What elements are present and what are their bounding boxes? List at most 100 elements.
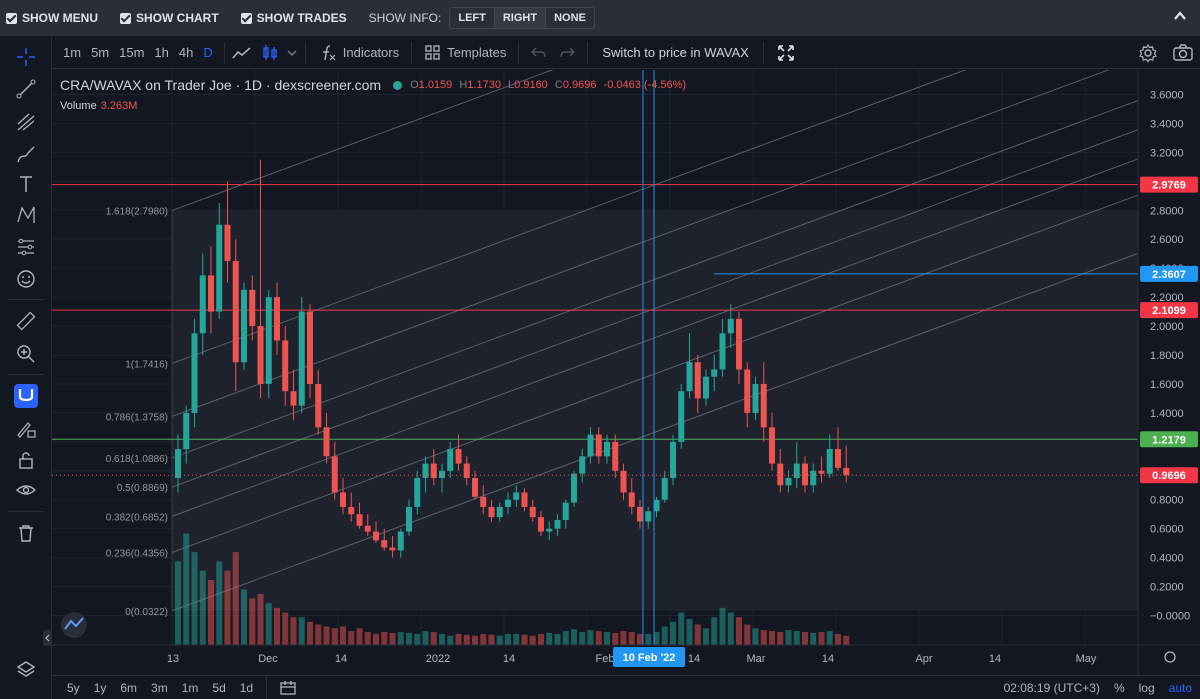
timeframe-1m[interactable]: 1m xyxy=(63,45,82,60)
info-right-button[interactable]: RIGHT xyxy=(494,8,547,28)
delete-drawings-tool[interactable] xyxy=(14,521,38,545)
chart-toolbar: 1m 5m 15m 1h 4h D Indicators Templates S… xyxy=(52,37,1200,69)
ruler-tool[interactable] xyxy=(14,309,38,333)
indicators-button[interactable]: Indicators xyxy=(312,43,405,63)
templates-button[interactable]: Templates xyxy=(418,44,512,62)
volume-bar xyxy=(628,632,635,645)
range-5y[interactable]: 5y xyxy=(67,680,80,695)
timeframe-15m[interactable]: 15m xyxy=(119,45,145,60)
auto-scale-button[interactable]: auto xyxy=(1168,681,1192,695)
fib-channel-line xyxy=(171,70,554,212)
fib-level-label: 0.618(1.0886) xyxy=(106,454,168,465)
candle-body xyxy=(315,383,322,428)
range-1d[interactable]: 1d xyxy=(239,680,254,695)
symbol-title[interactable]: CRA/WAVAX on Trader Joe · 1D · dexscreen… xyxy=(60,77,382,93)
toolbar-right xyxy=(1138,43,1194,63)
gear-icon[interactable] xyxy=(1138,43,1158,63)
show-trades-checkbox[interactable]: SHOW TRADES xyxy=(240,11,347,25)
volume-bar xyxy=(826,631,833,645)
candle-body xyxy=(653,499,660,512)
volume-bar xyxy=(818,632,825,645)
volume-bar xyxy=(340,626,346,645)
fullscreen-icon[interactable] xyxy=(776,43,796,63)
lock-all-tool[interactable] xyxy=(14,448,38,472)
object-tree-tool[interactable] xyxy=(14,658,38,682)
info-left-button[interactable]: LEFT xyxy=(450,8,495,28)
redo-icon[interactable] xyxy=(557,45,577,61)
time-tick-label: Mar xyxy=(747,653,766,665)
prediction-tool[interactable] xyxy=(14,235,38,259)
candle-body xyxy=(777,463,784,486)
ohlc-values: O1.0159 H1.1730 L0.9160 C0.9696 -0.0463 … xyxy=(410,79,687,91)
candle-body xyxy=(769,427,775,464)
timeframe-4h[interactable]: 4h xyxy=(178,45,194,60)
candle xyxy=(373,521,379,544)
candle-body xyxy=(521,492,528,507)
volume-bar xyxy=(290,617,297,645)
text-tool[interactable] xyxy=(14,172,38,196)
volume-bar xyxy=(381,632,388,645)
range-5d[interactable]: 5d xyxy=(212,680,226,695)
candle xyxy=(257,159,264,399)
range-3m[interactable]: 3m xyxy=(151,680,168,695)
candle xyxy=(670,434,676,486)
chevron-up-icon[interactable] xyxy=(1174,10,1186,22)
candle xyxy=(538,511,544,536)
timeframe-d[interactable]: D xyxy=(203,45,213,60)
candle xyxy=(455,434,462,471)
range-1y[interactable]: 1y xyxy=(93,680,107,695)
collapse-sidebar-button[interactable] xyxy=(43,630,52,646)
price-chart[interactable]: 1.618(2.7980) 1(1.7416) 0.786(1.3758) 0.618… xyxy=(52,70,1200,675)
candle-body xyxy=(587,434,594,457)
trend-line-tool[interactable] xyxy=(14,77,38,101)
timeframe-1h[interactable]: 1h xyxy=(154,45,169,60)
trend-line-icon xyxy=(16,79,36,99)
undo-icon[interactable] xyxy=(529,45,549,61)
volume-bar xyxy=(521,634,528,645)
candle xyxy=(199,253,206,355)
line-chart-icon[interactable] xyxy=(231,45,253,61)
emoji-tool[interactable] xyxy=(14,267,38,291)
brush-tool[interactable] xyxy=(14,143,38,167)
fib-retracement-zone xyxy=(172,210,1138,611)
time-axis-settings-icon[interactable] xyxy=(1164,651,1176,663)
pattern-tool[interactable] xyxy=(14,203,38,227)
magnet-tool[interactable] xyxy=(14,384,38,408)
candle xyxy=(224,181,231,283)
volume-bar xyxy=(769,631,775,645)
candles-icon[interactable] xyxy=(261,43,279,63)
candle-body xyxy=(694,362,701,399)
candle xyxy=(249,275,256,341)
candle xyxy=(389,535,396,558)
info-none-button[interactable]: NONE xyxy=(554,12,586,24)
time-tick-label: Feb xyxy=(596,653,615,665)
fib-level-label: 0.786(1.3758) xyxy=(106,412,168,423)
date-range-icon[interactable] xyxy=(279,680,297,696)
price-tick-label: 0.4000 xyxy=(1150,553,1184,565)
percent-scale-button[interactable]: % xyxy=(1113,681,1125,695)
zoom-tool[interactable] xyxy=(14,342,38,366)
camera-icon[interactable] xyxy=(1172,43,1194,63)
pitchfork-tool[interactable] xyxy=(14,110,38,134)
show-menu-checkbox[interactable]: SHOW MENU xyxy=(6,11,98,25)
range-6m[interactable]: 6m xyxy=(120,680,138,695)
pencil-lock-icon xyxy=(17,422,36,438)
show-chart-checkbox[interactable]: SHOW CHART xyxy=(120,11,219,25)
candle xyxy=(785,470,792,493)
switch-price-button[interactable]: Switch to price in WAVAX xyxy=(602,45,749,60)
timeframe-5m[interactable]: 5m xyxy=(91,45,110,60)
crosshair-tool[interactable] xyxy=(14,45,38,69)
volume-bar xyxy=(686,619,693,645)
range-1m[interactable]: 1m xyxy=(181,680,199,695)
lock-drawing-tool[interactable] xyxy=(14,417,38,441)
chevron-down-icon[interactable] xyxy=(285,48,299,58)
candle-body xyxy=(257,326,264,384)
hide-drawings-tool[interactable] xyxy=(14,478,38,502)
candle xyxy=(686,333,693,399)
log-scale-button[interactable]: log xyxy=(1138,681,1155,695)
candle xyxy=(736,311,742,384)
candle xyxy=(595,427,602,464)
time-tick-label: 2022 xyxy=(426,653,450,665)
candle xyxy=(232,239,239,392)
pattern-icon xyxy=(17,206,35,223)
